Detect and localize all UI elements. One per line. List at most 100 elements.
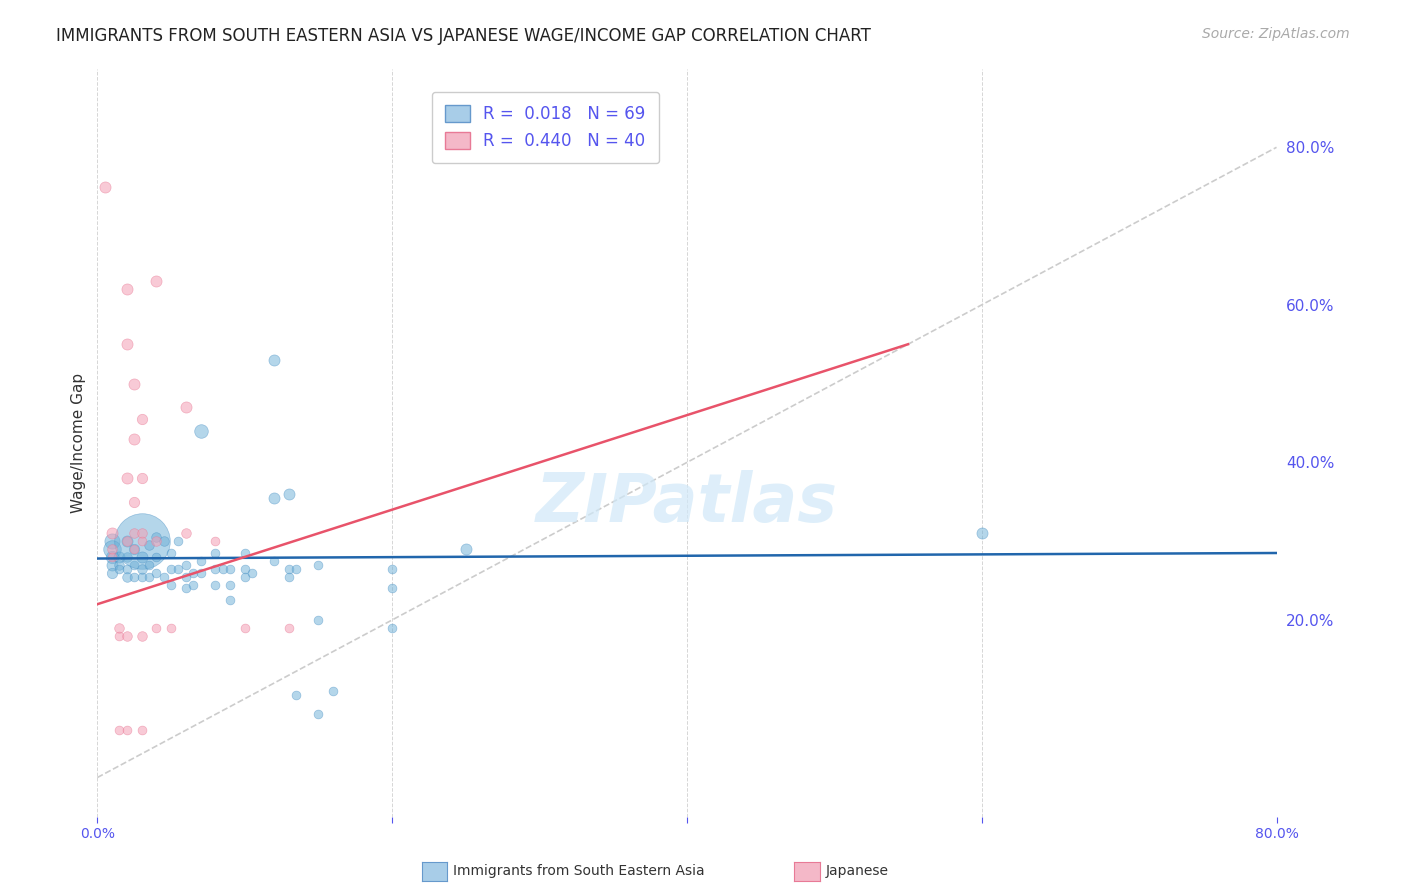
Point: [190, 566, 212, 580]
Point: [970, 526, 993, 541]
Point: [115, 629, 138, 643]
Point: [204, 534, 226, 549]
Point: [115, 549, 138, 564]
Point: [307, 707, 329, 722]
Point: [108, 629, 131, 643]
Point: [454, 542, 477, 557]
Point: [122, 542, 145, 557]
Point: [263, 491, 285, 505]
Point: [278, 621, 301, 635]
Point: [278, 562, 301, 576]
Text: Source: ZipAtlas.com: Source: ZipAtlas.com: [1202, 27, 1350, 41]
Point: [307, 613, 329, 627]
Point: [381, 582, 404, 596]
Point: [204, 562, 226, 576]
Point: [138, 538, 160, 552]
Point: [115, 337, 138, 351]
Point: [278, 487, 301, 501]
Point: [204, 546, 226, 560]
Point: [174, 569, 197, 583]
Point: [93, 179, 115, 194]
Point: [307, 558, 329, 572]
Point: [233, 546, 256, 560]
Point: [115, 471, 138, 485]
Text: ZIPatlas: ZIPatlas: [536, 469, 838, 535]
Point: [381, 621, 404, 635]
Y-axis label: Wage/Income Gap: Wage/Income Gap: [72, 373, 86, 513]
Point: [160, 621, 183, 635]
Point: [131, 723, 153, 738]
Point: [167, 534, 190, 549]
Point: [122, 432, 145, 446]
Point: [152, 534, 174, 549]
Point: [160, 577, 183, 591]
Point: [240, 566, 263, 580]
Point: [108, 549, 131, 564]
Point: [233, 562, 256, 576]
Point: [131, 526, 153, 541]
Point: [131, 562, 153, 576]
Point: [145, 621, 167, 635]
Point: [211, 562, 233, 576]
Point: [131, 569, 153, 583]
Point: [190, 554, 212, 568]
Point: [131, 549, 153, 564]
Point: [233, 621, 256, 635]
Point: [167, 562, 190, 576]
Point: [219, 562, 242, 576]
Point: [174, 401, 197, 415]
Point: [160, 562, 183, 576]
Point: [138, 569, 160, 583]
Point: [174, 558, 197, 572]
Point: [263, 353, 285, 368]
Point: [145, 530, 167, 544]
Point: [190, 424, 212, 438]
Point: [219, 593, 242, 607]
Point: [181, 577, 204, 591]
Point: [122, 495, 145, 509]
Point: [122, 558, 145, 572]
Point: [278, 569, 301, 583]
Point: [101, 542, 124, 557]
Point: [381, 562, 404, 576]
Legend: R =  0.018   N = 69, R =  0.440   N = 40: R = 0.018 N = 69, R = 0.440 N = 40: [432, 92, 659, 163]
Text: IMMIGRANTS FROM SOUTH EASTERN ASIA VS JAPANESE WAGE/INCOME GAP CORRELATION CHART: IMMIGRANTS FROM SOUTH EASTERN ASIA VS JA…: [56, 27, 872, 45]
Point: [204, 577, 226, 591]
Point: [131, 534, 153, 549]
Point: [122, 526, 145, 541]
Point: [152, 569, 174, 583]
Point: [131, 412, 153, 426]
Point: [145, 566, 167, 580]
Point: [131, 534, 153, 549]
Point: [145, 274, 167, 288]
Point: [101, 549, 124, 564]
Point: [101, 534, 124, 549]
Text: Japanese: Japanese: [825, 864, 889, 879]
Point: [174, 526, 197, 541]
Point: [115, 569, 138, 583]
Point: [108, 621, 131, 635]
Point: [322, 684, 344, 698]
Point: [115, 282, 138, 296]
Point: [122, 542, 145, 557]
Point: [101, 542, 124, 557]
Point: [131, 629, 153, 643]
Point: [115, 723, 138, 738]
Point: [219, 577, 242, 591]
Point: [108, 723, 131, 738]
Text: Immigrants from South Eastern Asia: Immigrants from South Eastern Asia: [453, 864, 704, 879]
Point: [160, 546, 183, 560]
Point: [115, 534, 138, 549]
Point: [145, 534, 167, 549]
Point: [233, 569, 256, 583]
Point: [138, 558, 160, 572]
Point: [145, 549, 167, 564]
Point: [115, 562, 138, 576]
Point: [174, 582, 197, 596]
Point: [285, 562, 308, 576]
Point: [101, 566, 124, 580]
Point: [108, 558, 131, 572]
Point: [122, 569, 145, 583]
Point: [131, 471, 153, 485]
Point: [101, 558, 124, 572]
